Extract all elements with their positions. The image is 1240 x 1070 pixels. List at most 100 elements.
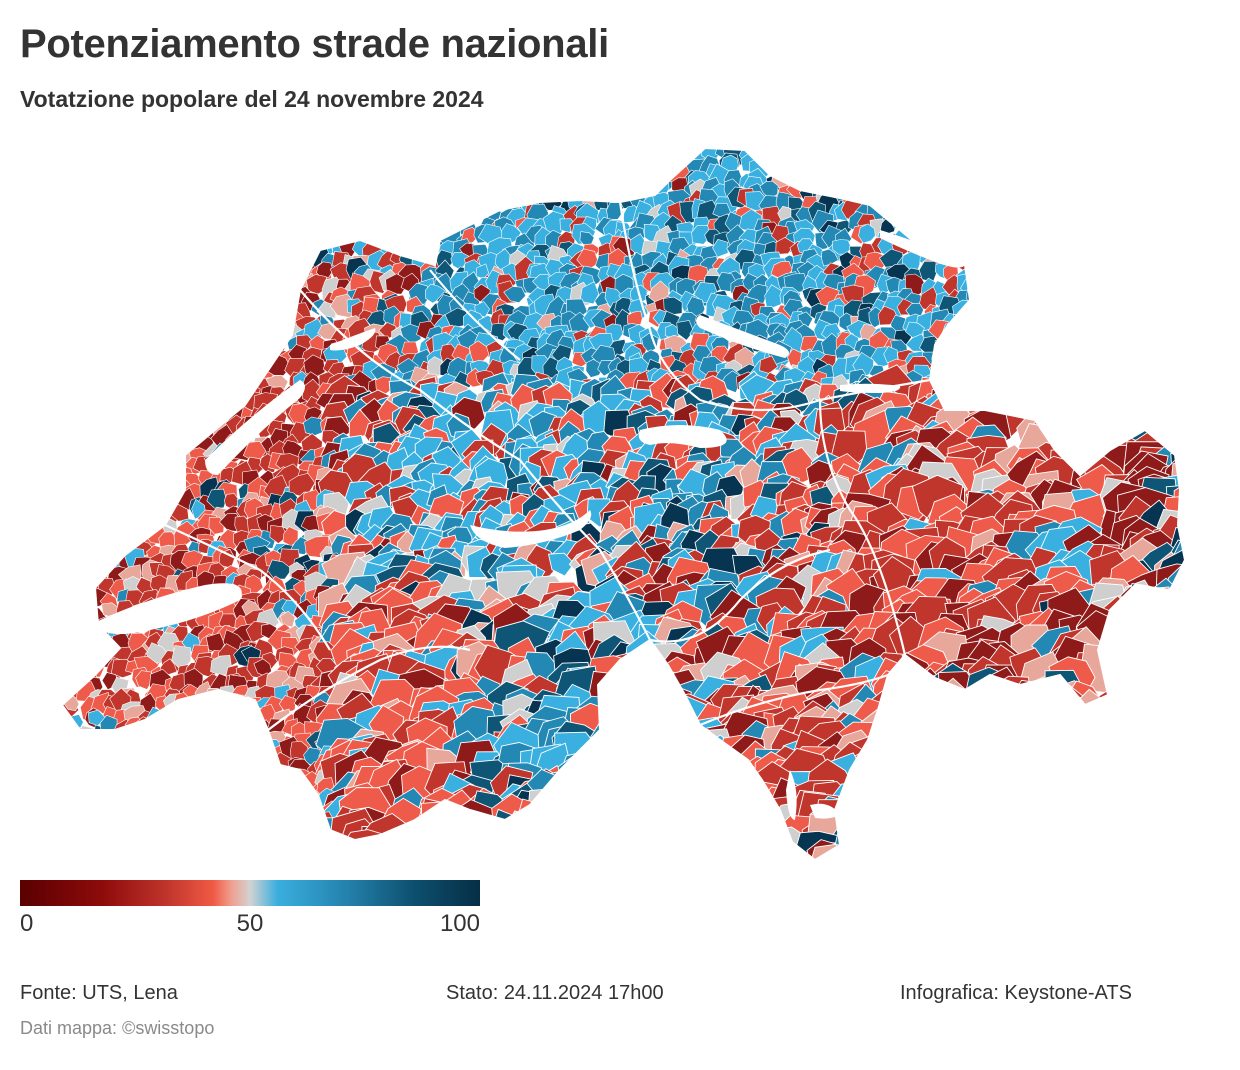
municipality-area	[383, 204, 404, 220]
municipality-area	[919, 839, 962, 860]
municipality-area	[157, 469, 179, 490]
municipality-area	[1093, 229, 1114, 249]
municipality-area	[703, 130, 725, 145]
municipality-area	[1153, 605, 1185, 646]
municipality-area	[863, 767, 901, 810]
municipality-area	[132, 148, 158, 154]
municipality-area	[1133, 260, 1157, 287]
municipality-area	[1069, 733, 1101, 769]
municipality-area	[621, 802, 673, 855]
municipality-area	[480, 148, 496, 154]
municipality-area	[1110, 686, 1162, 740]
municipality-area	[148, 274, 168, 294]
municipality-area	[181, 192, 203, 215]
municipality-area	[1064, 704, 1105, 750]
municipality-area	[620, 688, 657, 731]
municipality-area	[25, 696, 45, 714]
municipality-area	[314, 839, 361, 860]
municipality-area	[93, 505, 114, 524]
municipality-area	[90, 554, 108, 576]
municipality-area	[506, 846, 546, 860]
municipality-area	[30, 744, 56, 767]
municipality-area	[913, 778, 965, 828]
page-title: Potenziamento strade nazionali	[20, 22, 609, 66]
municipality-area	[62, 555, 68, 583]
municipality-area	[780, 148, 801, 152]
municipality-area	[943, 240, 966, 261]
municipality-area	[105, 204, 126, 226]
municipality-area	[527, 788, 573, 833]
municipality-area	[1132, 361, 1156, 384]
municipality-area	[226, 745, 251, 769]
municipality-area	[1096, 767, 1142, 825]
municipality-area	[98, 422, 117, 445]
municipality-area	[1093, 159, 1114, 179]
municipality-area	[1179, 148, 1185, 171]
municipality-area	[179, 148, 196, 158]
municipality-area	[1160, 130, 1180, 145]
municipality-area	[210, 703, 229, 725]
municipality-area	[1177, 361, 1185, 381]
municipality-area	[199, 217, 218, 237]
municipality-area	[961, 696, 1013, 743]
municipality-area	[860, 148, 883, 163]
municipality-area	[86, 251, 107, 272]
municipality-area	[1108, 263, 1126, 279]
municipality-area	[131, 310, 147, 330]
municipality-area	[1001, 162, 1018, 182]
municipality-area	[137, 746, 158, 769]
municipality-area	[62, 415, 78, 434]
municipality-area	[883, 171, 902, 191]
municipality-area	[178, 198, 206, 225]
municipality-area	[62, 315, 66, 333]
municipality-area	[92, 261, 110, 285]
municipality-area	[1081, 396, 1126, 434]
municipality-area	[159, 800, 186, 825]
municipality-area	[169, 193, 193, 217]
municipality-area	[546, 169, 566, 187]
municipality-area	[964, 178, 983, 196]
municipality-area	[390, 130, 409, 146]
municipality-area	[32, 167, 51, 183]
municipality-area	[1107, 148, 1130, 161]
municipality-area	[1026, 790, 1077, 836]
municipality-area	[1127, 830, 1166, 860]
municipality-area	[124, 404, 144, 425]
municipality-area	[134, 350, 153, 372]
municipality-area	[77, 212, 99, 232]
municipality-area	[1091, 700, 1131, 747]
municipality-area	[137, 246, 158, 270]
municipality-area	[134, 517, 155, 537]
municipality-area	[136, 225, 155, 246]
municipality-area	[981, 711, 1032, 760]
municipality-area	[77, 650, 96, 670]
municipality-area	[159, 480, 180, 499]
municipality-area	[1138, 220, 1157, 240]
municipality-area	[69, 739, 93, 763]
municipality-area	[442, 160, 459, 177]
municipality-area	[76, 638, 98, 656]
municipality-area	[219, 376, 240, 395]
municipality-area	[158, 818, 178, 839]
municipality-area	[1128, 228, 1145, 248]
municipality-area	[995, 824, 1044, 860]
municipality-area	[1163, 832, 1185, 860]
municipality-area	[62, 181, 74, 202]
municipality-area	[970, 193, 992, 214]
municipality-area	[83, 148, 107, 155]
municipality-area	[97, 260, 125, 284]
municipality-area	[621, 798, 678, 853]
municipality-area	[483, 148, 511, 154]
municipality-area	[1063, 153, 1089, 176]
municipality-area	[986, 266, 1009, 288]
municipality-area	[607, 167, 627, 188]
municipality-area	[280, 785, 310, 810]
municipality-area	[271, 770, 292, 794]
municipality-area	[245, 281, 269, 304]
municipality-area	[200, 289, 221, 310]
municipality-area	[62, 606, 66, 631]
municipality-area	[775, 130, 797, 145]
municipality-area	[504, 844, 550, 860]
municipality-area	[1069, 282, 1095, 309]
municipality-area	[436, 161, 456, 185]
